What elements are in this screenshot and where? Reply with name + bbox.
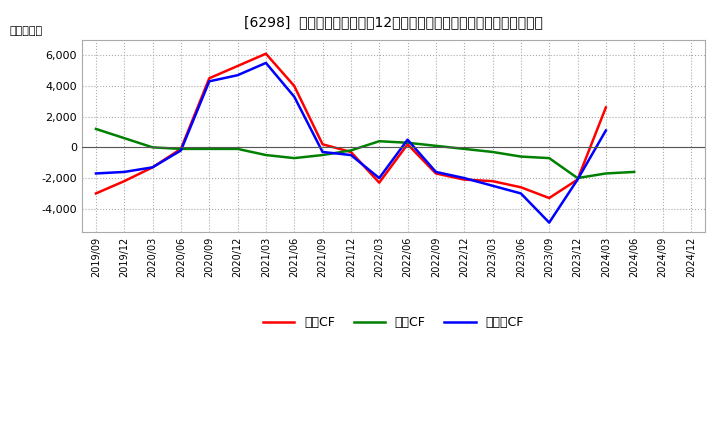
投資CF <box>516 154 525 159</box>
Line: 投資CF: 投資CF <box>96 129 634 178</box>
フリーCF <box>601 128 610 133</box>
投資CF <box>573 176 582 181</box>
投資CF <box>91 126 100 132</box>
フリーCF <box>176 148 185 153</box>
投資CF <box>261 152 270 158</box>
フリーCF <box>431 169 440 175</box>
フリーCF <box>261 60 270 66</box>
フリーCF <box>318 149 327 154</box>
Title: [6298]  キャッシュフローの12か月移動合計の対前年同期増減額の推移: [6298] キャッシュフローの12か月移動合計の対前年同期増減額の推移 <box>244 15 543 29</box>
投資CF <box>346 148 355 153</box>
営業CF <box>460 177 469 182</box>
フリーCF <box>233 73 242 78</box>
投資CF <box>431 143 440 148</box>
フリーCF <box>120 169 129 175</box>
営業CF <box>261 51 270 56</box>
営業CF <box>601 105 610 110</box>
投資CF <box>403 140 412 145</box>
営業CF <box>346 149 355 154</box>
フリーCF <box>516 191 525 196</box>
投資CF <box>205 146 214 151</box>
Line: 営業CF: 営業CF <box>96 54 606 198</box>
投資CF <box>545 155 554 161</box>
営業CF <box>545 195 554 201</box>
Legend: 営業CF, 投資CF, フリーCF: 営業CF, 投資CF, フリーCF <box>258 311 529 334</box>
投資CF <box>460 146 469 151</box>
営業CF <box>375 180 384 185</box>
投資CF <box>318 152 327 158</box>
営業CF <box>290 83 299 88</box>
フリーCF <box>91 171 100 176</box>
フリーCF <box>573 177 582 182</box>
フリーCF <box>403 137 412 142</box>
フリーCF <box>375 176 384 181</box>
営業CF <box>318 142 327 147</box>
投資CF <box>176 146 185 151</box>
営業CF <box>488 179 497 184</box>
投資CF <box>233 146 242 151</box>
営業CF <box>176 146 185 151</box>
投資CF <box>148 145 157 150</box>
営業CF <box>120 179 129 184</box>
フリーCF <box>205 79 214 84</box>
投資CF <box>601 171 610 176</box>
営業CF <box>516 185 525 190</box>
営業CF <box>91 191 100 196</box>
営業CF <box>431 171 440 176</box>
投資CF <box>630 169 639 175</box>
フリーCF <box>460 176 469 181</box>
フリーCF <box>488 183 497 188</box>
Y-axis label: （百万円）: （百万円） <box>9 26 42 36</box>
営業CF <box>205 76 214 81</box>
投資CF <box>375 139 384 144</box>
投資CF <box>290 155 299 161</box>
Line: フリーCF: フリーCF <box>96 63 606 223</box>
投資CF <box>488 149 497 154</box>
フリーCF <box>290 94 299 99</box>
フリーCF <box>545 220 554 225</box>
フリーCF <box>346 152 355 158</box>
営業CF <box>403 142 412 147</box>
営業CF <box>233 63 242 69</box>
営業CF <box>148 165 157 170</box>
投資CF <box>120 136 129 141</box>
フリーCF <box>148 165 157 170</box>
営業CF <box>573 177 582 182</box>
